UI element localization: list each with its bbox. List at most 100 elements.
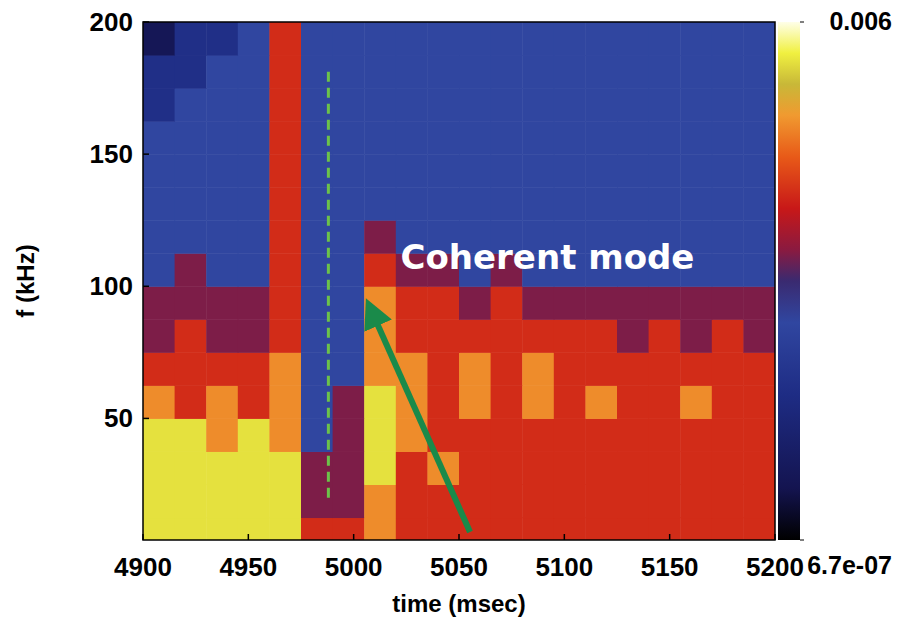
cell [554,418,586,452]
cell [617,55,649,89]
cell [238,55,270,89]
cell [491,418,523,452]
cell [269,418,301,452]
x-tick-label: 5150 [641,552,699,582]
colorbar-label: 6.7e-07 [807,551,892,579]
cell [269,253,301,287]
cell [206,88,238,122]
cell [364,385,396,419]
cell [143,220,175,254]
cell [649,451,681,485]
cell [712,121,744,155]
cell [554,286,586,320]
cell [333,88,365,122]
cell [585,518,617,540]
cell [238,485,270,519]
cell [491,352,523,386]
cell [617,352,649,386]
cell [175,187,207,221]
cell [743,286,775,320]
cell [333,319,365,353]
cell [427,22,459,56]
cell [143,22,175,56]
cell [743,154,775,188]
cell [175,451,207,485]
cell [175,518,207,540]
cell [269,451,301,485]
x-tick-label: 5200 [746,552,804,582]
cell [269,518,301,540]
cell [743,451,775,485]
cell [743,352,775,386]
colorbar-tick [800,22,804,23]
x-tick-label: 5000 [325,552,383,582]
cell [743,121,775,155]
cell [333,22,365,56]
cell [175,319,207,353]
colorbar-tick [800,540,804,541]
y-tick [143,418,149,420]
annotation: Coherent mode [401,237,695,277]
cell [743,319,775,353]
cell [396,22,428,56]
cell [206,22,238,56]
cell [680,286,712,320]
cell [427,286,459,320]
cell [206,253,238,287]
cell [743,88,775,122]
cell [206,352,238,386]
cell [238,418,270,452]
cell [617,451,649,485]
cell [206,485,238,519]
cell [269,88,301,122]
cell [712,55,744,89]
cell [143,319,175,353]
cell [143,352,175,386]
cell [522,485,554,519]
cell [491,154,523,188]
cell [680,22,712,56]
cell [396,55,428,89]
marker-line [327,67,330,498]
cell [491,121,523,155]
cell [649,385,681,419]
cell [333,55,365,89]
cell [585,385,617,419]
cell [269,154,301,188]
cell [522,418,554,452]
cell [743,518,775,540]
cell [396,88,428,122]
cell [680,385,712,419]
cell [396,518,428,540]
cell [617,88,649,122]
cell [333,518,365,540]
cell [333,154,365,188]
cell [585,352,617,386]
cell [522,121,554,155]
cell [522,55,554,89]
cell [585,55,617,89]
cell [269,352,301,386]
cell [617,22,649,56]
cell [585,22,617,56]
cell [680,418,712,452]
cell [175,253,207,287]
cell [459,22,491,56]
cell [491,518,523,540]
cell [459,352,491,386]
cell [364,154,396,188]
x-tick-label: 5100 [535,552,593,582]
cell [554,385,586,419]
cell [459,187,491,221]
cell [680,154,712,188]
cell [712,485,744,519]
cell [238,88,270,122]
cell [269,22,301,56]
cell [712,451,744,485]
cell [491,451,523,485]
cell [238,154,270,188]
cell [522,451,554,485]
cell [585,485,617,519]
cell [680,485,712,519]
colorbar-label: 0.006 [829,7,892,35]
